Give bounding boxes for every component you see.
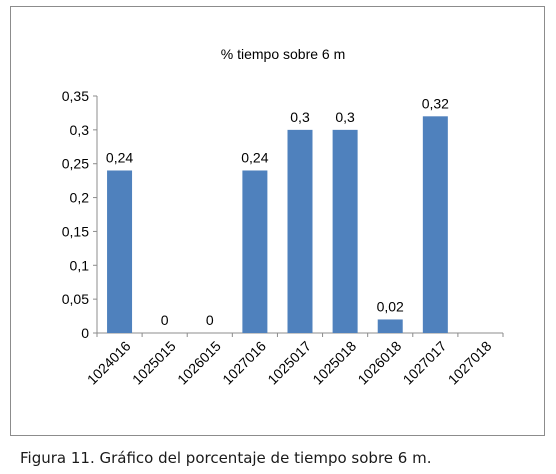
y-tick-label: 0,2 <box>70 190 90 206</box>
chart-title: % tiempo sobre 6 m <box>221 46 346 62</box>
bar-1025018 <box>332 129 358 333</box>
data-label-1026018: 0,02 <box>377 298 404 314</box>
caption-text: Gráfico del porcentaje de tiempo sobre 6… <box>94 449 432 467</box>
x-tick-label: 1025018 <box>309 338 359 388</box>
data-label-1025017: 0,3 <box>290 109 310 125</box>
x-tick-label: 1026018 <box>354 338 404 388</box>
data-labels-group: 0,24 0 0 0,24 0,3 0,3 0,02 0,32 <box>106 95 449 328</box>
y-tick-label: 0,35 <box>62 88 89 104</box>
y-tick-label: 0,05 <box>62 291 89 307</box>
bar-1027016 <box>242 170 268 333</box>
y-tick-label: 0 <box>81 325 89 341</box>
y-axis-ticks: 0 0,05 0,1 0,15 0,2 0,25 0,3 0,35 <box>62 88 97 341</box>
data-label-1026015: 0 <box>206 312 214 328</box>
y-tick-label: 0,25 <box>62 156 89 172</box>
bar-1024016 <box>107 170 133 333</box>
x-axis-ticks: 1024016102501510260151027016102501710250… <box>84 333 504 388</box>
x-tick-label: 1025015 <box>129 338 179 388</box>
x-tick-label: 1026015 <box>174 338 224 388</box>
data-label-1027017: 0,32 <box>422 95 449 111</box>
x-tick-label: 1027017 <box>400 338 450 388</box>
chart-frame: % tiempo sobre 6 m 0 0,05 0,1 0,15 0,2 0,25 0,… <box>10 6 545 436</box>
data-label-1024016: 0,24 <box>106 149 133 165</box>
caption-label: Figura 11. <box>20 449 95 467</box>
bar-1026018 <box>377 319 403 333</box>
data-label-1027016: 0,24 <box>241 149 268 165</box>
x-tick-label: 1025017 <box>264 338 314 388</box>
y-tick-label: 0,15 <box>62 223 89 239</box>
data-label-1025015: 0 <box>161 312 169 328</box>
bars-group <box>107 116 448 333</box>
x-tick-label: 1027018 <box>445 338 495 388</box>
x-tick-label: 1024016 <box>84 338 134 388</box>
bar-1027017 <box>422 116 448 333</box>
y-tick-label: 0,3 <box>70 122 90 138</box>
bar-1025017 <box>287 129 313 333</box>
bar-chart: % tiempo sobre 6 m 0 0,05 0,1 0,15 0,2 0,25 0,… <box>62 46 504 388</box>
figure-caption: Figura 11. Gráfico del porcentaje de tie… <box>20 449 431 467</box>
y-tick-label: 0,1 <box>70 257 90 273</box>
data-label-1025018: 0,3 <box>335 109 355 125</box>
x-tick-label: 1027016 <box>219 338 269 388</box>
